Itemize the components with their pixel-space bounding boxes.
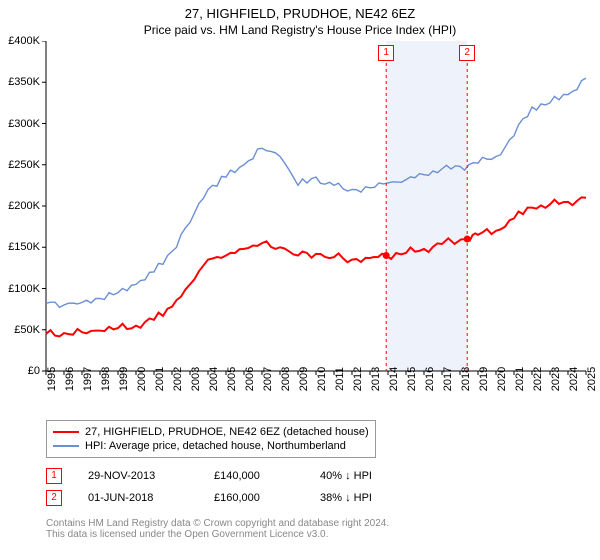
sale-row: 2 01-JUN-2018 £160,000 38% ↓ HPI: [46, 490, 410, 506]
y-tick-label: £150K: [0, 241, 40, 253]
sale-date: 29-NOV-2013: [88, 470, 188, 482]
x-tick-label: 2001: [154, 367, 166, 391]
x-tick-label: 2016: [424, 367, 436, 391]
sale-date: 01-JUN-2018: [88, 492, 188, 504]
x-tick-label: 2002: [172, 367, 184, 391]
price-chart: £0£50K£100K£150K£200K£250K£300K£350K£400…: [0, 41, 600, 421]
chart-svg: [0, 41, 600, 421]
y-tick-label: £400K: [0, 35, 40, 47]
footnote-line2: This data is licensed under the Open Gov…: [46, 529, 389, 540]
legend-label: HPI: Average price, detached house, Nort…: [85, 440, 346, 452]
page-subtitle: Price paid vs. HM Land Registry's House …: [0, 21, 600, 41]
x-tick-label: 1999: [118, 367, 130, 391]
y-tick-label: £200K: [0, 200, 40, 212]
sale-marker-2: 2: [459, 45, 475, 61]
y-tick-label: £0: [0, 365, 40, 377]
x-tick-label: 2022: [532, 367, 544, 391]
chart-legend: 27, HIGHFIELD, PRUDHOE, NE42 6EZ (detach…: [46, 420, 376, 458]
x-tick-label: 2011: [334, 367, 346, 391]
sale-price: £140,000: [214, 470, 294, 482]
y-tick-label: £50K: [0, 324, 40, 336]
x-tick-label: 2020: [496, 367, 508, 391]
sale-marker-num: 2: [46, 490, 62, 506]
x-tick-label: 1995: [46, 367, 58, 391]
sale-row: 1 29-NOV-2013 £140,000 40% ↓ HPI: [46, 468, 410, 484]
x-tick-label: 2012: [352, 367, 364, 391]
x-tick-label: 2013: [370, 367, 382, 391]
footnote: Contains HM Land Registry data © Crown c…: [46, 518, 389, 540]
x-tick-label: 2019: [478, 367, 490, 391]
sale-price: £160,000: [214, 492, 294, 504]
x-tick-label: 2024: [568, 367, 580, 391]
sale-delta: 38% ↓ HPI: [320, 492, 410, 504]
x-tick-label: 2007: [262, 367, 274, 391]
x-tick-label: 2003: [190, 367, 202, 391]
legend-swatch: [53, 431, 79, 433]
legend-item: 27, HIGHFIELD, PRUDHOE, NE42 6EZ (detach…: [53, 425, 369, 439]
sale-marker-num: 1: [46, 468, 62, 484]
page-title: 27, HIGHFIELD, PRUDHOE, NE42 6EZ: [0, 0, 600, 21]
x-tick-label: 2014: [388, 367, 400, 391]
x-tick-label: 2006: [244, 367, 256, 391]
y-tick-label: £350K: [0, 76, 40, 88]
x-tick-label: 2009: [298, 367, 310, 391]
legend-swatch: [53, 445, 79, 446]
x-tick-label: 1997: [82, 367, 94, 391]
x-tick-label: 2005: [226, 367, 238, 391]
sale-delta: 40% ↓ HPI: [320, 470, 410, 482]
x-tick-label: 1998: [100, 367, 112, 391]
x-tick-label: 2021: [514, 367, 526, 391]
y-tick-label: £100K: [0, 283, 40, 295]
x-tick-label: 2017: [442, 367, 454, 391]
footnote-line1: Contains HM Land Registry data © Crown c…: [46, 518, 389, 529]
x-tick-label: 2000: [136, 367, 148, 391]
y-tick-label: £300K: [0, 118, 40, 130]
y-tick-label: £250K: [0, 159, 40, 171]
legend-label: 27, HIGHFIELD, PRUDHOE, NE42 6EZ (detach…: [85, 426, 369, 438]
x-tick-label: 2008: [280, 367, 292, 391]
x-tick-label: 1996: [64, 367, 76, 391]
sale-marker-1: 1: [378, 45, 394, 61]
x-tick-label: 2010: [316, 367, 328, 391]
x-tick-label: 2025: [586, 367, 598, 391]
x-tick-label: 2015: [406, 367, 418, 391]
x-tick-label: 2023: [550, 367, 562, 391]
x-tick-label: 2018: [460, 367, 472, 391]
legend-item: HPI: Average price, detached house, Nort…: [53, 439, 369, 453]
x-tick-label: 2004: [208, 367, 220, 391]
